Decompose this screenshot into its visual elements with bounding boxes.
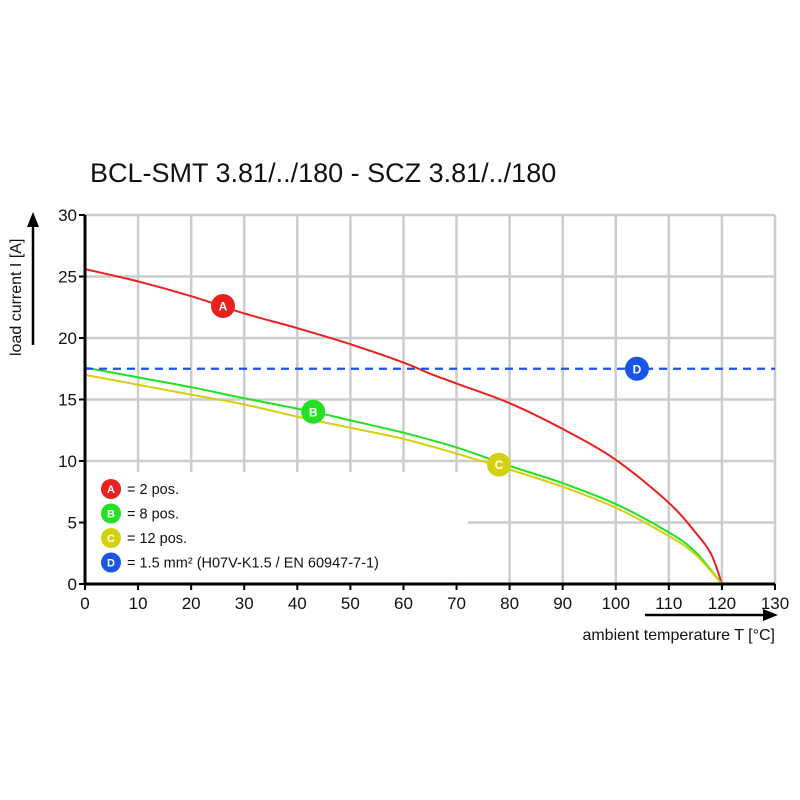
x-tick-label: 40	[288, 594, 307, 613]
series-markers: A B C D	[211, 294, 649, 477]
series-marker-label: B	[309, 405, 318, 419]
y-axis-arrow	[27, 212, 39, 345]
series-marker-c	[487, 452, 511, 477]
series-marker-label: C	[495, 458, 504, 472]
x-axis-label: ambient temperature T [°C]	[582, 627, 775, 644]
x-tick-label: 60	[394, 594, 413, 613]
y-tick-label: 5	[68, 514, 77, 533]
x-tick-label: 70	[447, 594, 466, 613]
series-marker-d	[625, 356, 649, 381]
x-tick-label: 20	[182, 594, 201, 613]
x-tick-label: 90	[553, 594, 572, 613]
legend-entry-b: = 8 pos.	[127, 507, 179, 523]
x-tick-label: 10	[129, 594, 148, 613]
y-tick-label: 20	[58, 329, 77, 348]
series-marker-a	[211, 294, 235, 319]
x-tick-label: 30	[235, 594, 254, 613]
series-marker-label: D	[633, 362, 642, 376]
x-axis-arrow	[645, 609, 778, 621]
y-tick-label: 15	[58, 391, 77, 410]
legend-marker-label: D	[107, 558, 115, 570]
x-tick-label: 110	[655, 594, 682, 613]
x-tick-label: 130	[761, 594, 789, 613]
legend-marker-label: B	[107, 509, 115, 521]
legend-marker-c	[101, 528, 121, 548]
chart-title: BCL-SMT 3.81/../180 - SCZ 3.81/../180	[90, 158, 557, 188]
series-marker-b	[301, 399, 326, 424]
x-tick-label: 120	[708, 594, 736, 613]
legend-marker-a	[101, 479, 121, 499]
y-axis-label: load current I [A]	[8, 239, 25, 356]
y-tick-label: 0	[68, 575, 77, 594]
legend-marker-label: A	[107, 484, 115, 496]
series-marker-label: A	[219, 300, 228, 314]
series-line-c	[84, 373, 723, 585]
legend-entry-c: = 12 pos.	[127, 531, 187, 547]
y-tick-label: 30	[58, 206, 77, 225]
legend-marker-d	[101, 552, 121, 573]
y-tick-label: 10	[58, 452, 77, 471]
legend-entry-d: = 1.5 mm² (H07V-K1.5 / EN 60947-7-1)	[127, 556, 379, 572]
x-tick-label: 80	[500, 594, 519, 613]
x-tick-label: 100	[602, 594, 630, 613]
legend-background	[87, 472, 468, 582]
axes: 0 10 20 30 40 50 60 70 80 90 100 110 120 130 0 5 10 15 20 2…	[58, 206, 789, 613]
legend-entry-a: = 2 pos.	[127, 482, 179, 498]
x-tick-label: 50	[341, 594, 360, 613]
y-tick-label: 25	[58, 268, 77, 287]
legend-marker-b	[101, 503, 121, 524]
series-line-b	[84, 366, 723, 585]
legend-marker-label: C	[107, 533, 115, 545]
x-tick-label: 0	[80, 594, 89, 613]
legend: A = 2 pos. B = 8 pos. C = 12 pos. D = 1.5 mm² (…	[101, 479, 379, 573]
